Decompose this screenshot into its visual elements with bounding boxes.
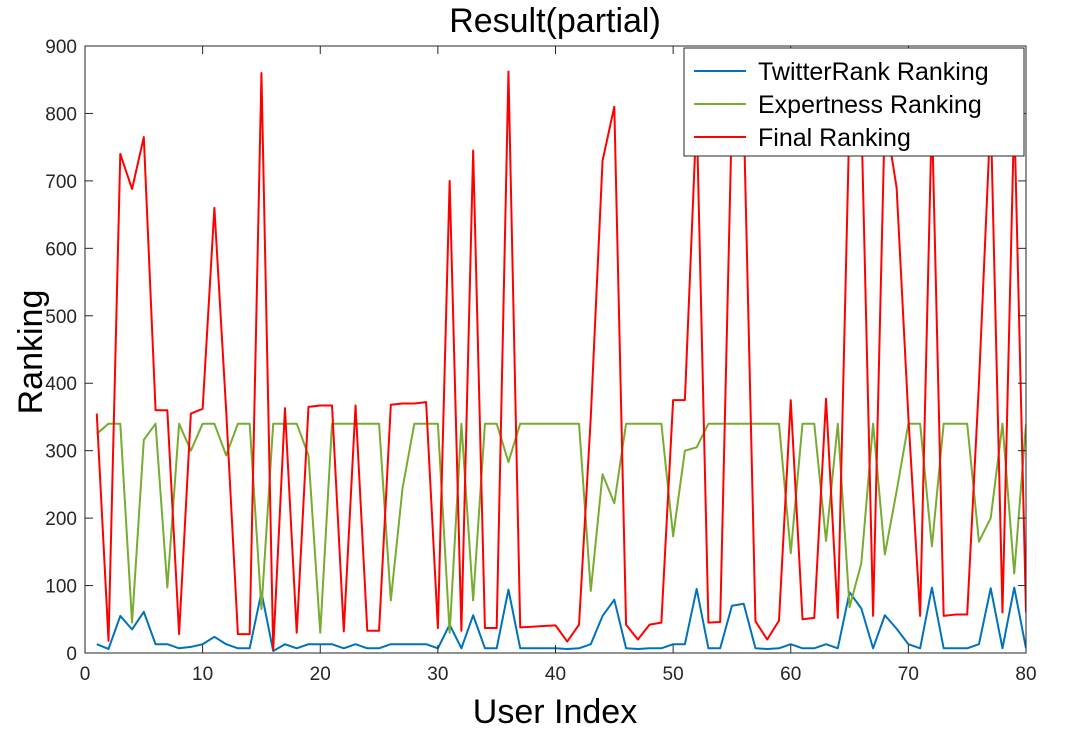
x-tick-label: 60	[780, 664, 801, 685]
legend-label-2: Expertness Ranking	[758, 91, 982, 119]
series-line-3	[95, 70, 1026, 651]
y-tick-label: 900	[45, 37, 77, 58]
x-tick-label: 30	[427, 664, 448, 685]
x-tick-label: 20	[310, 664, 331, 685]
legend: TwitterRank Ranking Expertness Ranking Fin…	[683, 47, 1025, 157]
y-tick-label: 300	[45, 442, 77, 463]
legend-label-1: TwitterRank Ranking	[758, 58, 989, 86]
y-tick-label: 500	[45, 307, 77, 328]
x-tick-label: 10	[192, 664, 213, 685]
y-tick-label: 600	[45, 239, 77, 260]
x-tick-label: 70	[898, 664, 919, 685]
y-tick-label: 400	[45, 374, 77, 395]
y-tick-label: 100	[45, 577, 77, 598]
y-tick-label: 0	[66, 644, 77, 665]
x-tick-label: 80	[1015, 664, 1036, 685]
x-axis-title: User Index	[473, 693, 637, 731]
ticks-layer: 0 10 20 30 40 50 60 70 8001002003004005006007008…	[45, 37, 1036, 685]
legend-label-3: Final Ranking	[758, 124, 911, 152]
series-line-2	[96, 422, 1026, 634]
y-tick-label: 200	[45, 509, 77, 530]
x-tick-label: 40	[545, 664, 566, 685]
x-tick-label: 0	[80, 664, 91, 685]
series-layer	[95, 70, 1026, 652]
series-line-1	[96, 586, 1026, 652]
chart-title: Result(partial)	[449, 2, 661, 40]
x-tick-label: 50	[663, 664, 684, 685]
y-tick-label: 700	[45, 172, 77, 193]
y-axis-title: Ranking	[12, 290, 50, 415]
y-tick-label: 800	[45, 104, 77, 125]
